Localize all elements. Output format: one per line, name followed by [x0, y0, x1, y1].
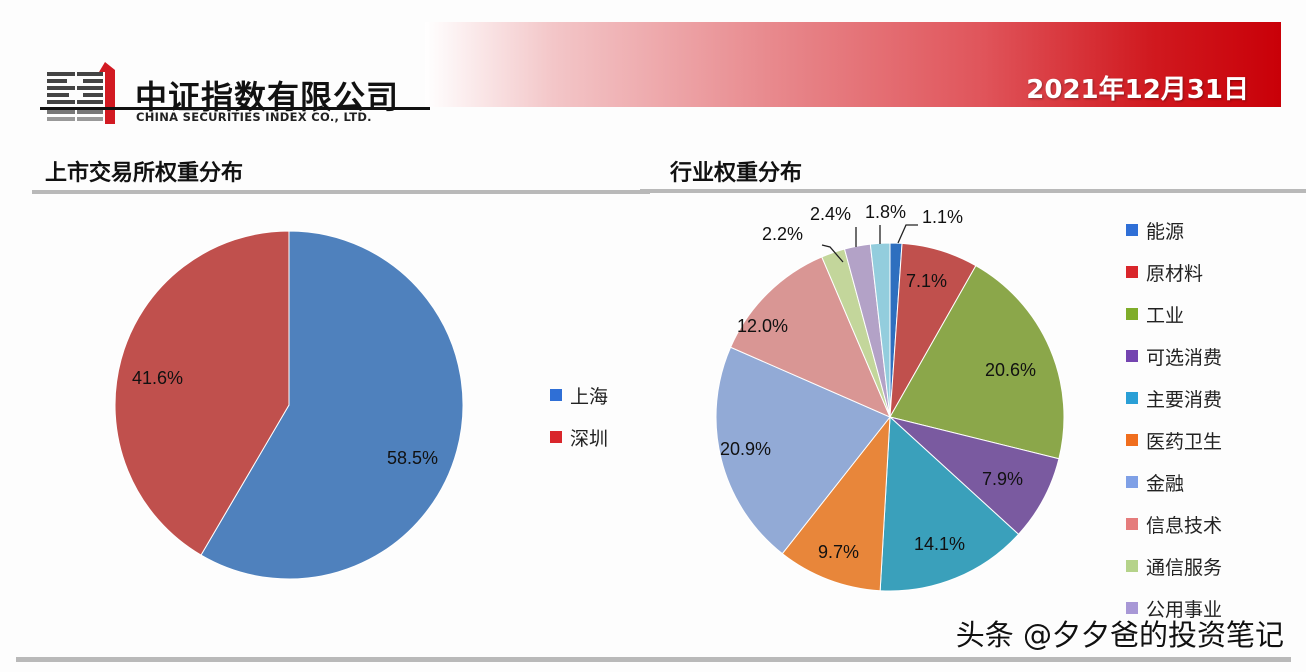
company-logo: 中证指数有限公司 CHINA SECURITIES INDEX CO., LTD…	[40, 62, 440, 124]
legend-item: 金融	[1126, 461, 1222, 503]
legend-swatch-icon	[1126, 224, 1138, 236]
legend-label: 公用事业	[1146, 598, 1223, 621]
exchange-pie-chart: 58.5% 41.6%	[114, 230, 464, 580]
slice-label: 14.1%	[914, 534, 965, 554]
legend-label: 可选消费	[1146, 346, 1223, 369]
csi-logo-icon	[47, 62, 115, 124]
industry-weight-title: 行业权重分布	[670, 161, 803, 186]
exchange-weight-title: 上市交易所权重分布	[45, 161, 244, 186]
legend-item: 上海	[550, 374, 608, 416]
industry-legend: 能源原材料工业可选消费主要消费医药卫生金融信息技术通信服务公用事业	[1126, 209, 1222, 629]
slice-label: 2.4%	[810, 204, 851, 224]
slice-label: 2.2%	[762, 224, 803, 244]
legend-item: 信息技术	[1126, 503, 1222, 545]
slice-label: 1.1%	[922, 207, 963, 227]
legend-label: 通信服务	[1146, 556, 1223, 579]
legend-item: 原材料	[1126, 251, 1222, 293]
legend-label: 主要消费	[1146, 388, 1223, 411]
legend-label: 医药卫生	[1146, 430, 1223, 453]
legend-swatch-icon	[550, 389, 562, 401]
legend-swatch-icon	[550, 431, 562, 443]
slice-label: 1.8%	[865, 202, 906, 222]
logo-underline	[40, 107, 430, 110]
legend-label: 上海	[570, 385, 609, 408]
watermark-text: 头条 @夕夕爸的投资笔记	[955, 618, 1284, 652]
legend-item: 深圳	[550, 416, 608, 458]
report-date: 2021年12月31日	[1026, 75, 1249, 105]
legend-label: 信息技术	[1146, 514, 1223, 537]
slice-label: 7.9%	[982, 469, 1023, 489]
legend-item: 医药卫生	[1126, 419, 1222, 461]
legend-item: 能源	[1126, 209, 1222, 251]
legend-swatch-icon	[1126, 602, 1138, 614]
slice-label: 41.6%	[132, 368, 183, 388]
exchange-legend: 上海 深圳	[550, 374, 608, 458]
legend-swatch-icon	[1126, 308, 1138, 320]
legend-label: 深圳	[570, 427, 609, 450]
industry-pie-chart: 1.1% 7.1% 20.6% 7.9% 14.1% 9.7% 20.9% 12.0% 2.2%…	[715, 202, 1065, 592]
legend-item: 工业	[1126, 293, 1222, 335]
legend-swatch-icon	[1126, 434, 1138, 446]
header-banner: 2021年12月31日	[425, 22, 1281, 107]
slice-label: 12.0%	[737, 316, 788, 336]
legend-item: 公用事业	[1126, 587, 1222, 629]
pie-slice	[879, 415, 1020, 592]
legend-swatch-icon	[1126, 392, 1138, 404]
legend-swatch-icon	[1126, 266, 1138, 278]
pie-slice	[889, 264, 1065, 460]
pie-slice	[781, 415, 891, 592]
legend-item: 可选消费	[1126, 335, 1222, 377]
slice-label: 20.9%	[720, 439, 771, 459]
legend-label: 金融	[1146, 472, 1185, 495]
left-section-divider	[32, 190, 650, 194]
pie-slice	[200, 230, 464, 580]
slice-label: 20.6%	[985, 360, 1036, 380]
right-section-divider	[640, 189, 1306, 193]
legend-swatch-icon	[1126, 518, 1138, 530]
legend-swatch-icon	[1126, 476, 1138, 488]
legend-item: 通信服务	[1126, 545, 1222, 587]
pie-slice	[729, 256, 891, 418]
legend-label: 能源	[1146, 220, 1185, 243]
pie-slice	[114, 230, 290, 556]
legend-swatch-icon	[1126, 350, 1138, 362]
slice-label: 58.5%	[387, 448, 438, 468]
legend-swatch-icon	[1126, 560, 1138, 572]
legend-label: 工业	[1146, 304, 1185, 327]
pie-slice	[715, 346, 891, 555]
footer-divider	[16, 657, 1291, 662]
slice-label: 9.7%	[818, 542, 859, 562]
legend-label: 原材料	[1146, 262, 1204, 285]
legend-item: 主要消费	[1126, 377, 1222, 419]
slice-label: 7.1%	[906, 271, 947, 291]
company-name-en: CHINA SECURITIES INDEX CO., LTD.	[136, 110, 372, 124]
